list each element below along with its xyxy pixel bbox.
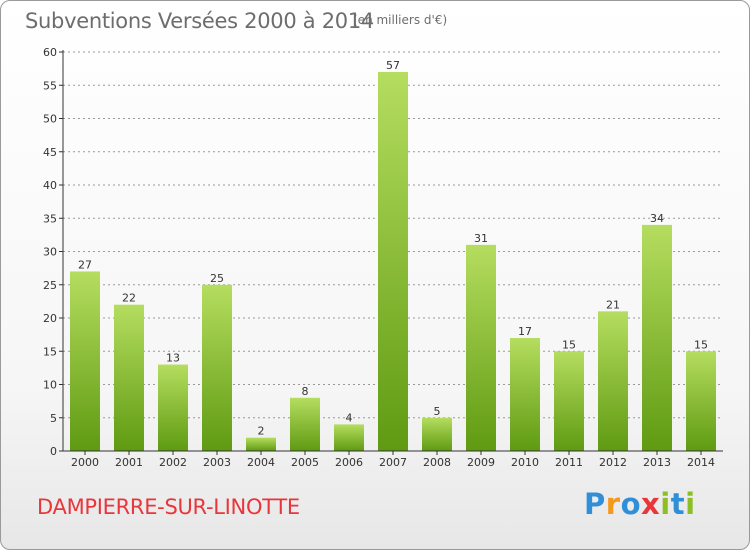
x-tick-label: 2012 — [599, 456, 627, 469]
y-tick-label: 20 — [43, 312, 57, 325]
y-tick-label: 35 — [43, 212, 57, 225]
x-tick-label: 2006 — [335, 456, 363, 469]
bar — [554, 351, 584, 451]
x-tick-label: 2011 — [555, 456, 583, 469]
bar — [158, 364, 188, 451]
x-tick-label: 2014 — [687, 456, 715, 469]
logo-letter: i — [660, 487, 671, 521]
bar — [114, 304, 144, 451]
bar — [202, 284, 232, 451]
y-tick-label: 10 — [43, 379, 57, 392]
chart-title: Subventions Versées 2000 à 2014 — [25, 9, 374, 33]
bar — [70, 271, 100, 451]
x-tick-label: 2004 — [247, 456, 275, 469]
bar-value-label: 15 — [562, 338, 576, 351]
axes — [59, 50, 723, 455]
labels: 0510152025303540455055602720002220011320… — [43, 46, 715, 469]
bar-value-label: 8 — [302, 385, 309, 398]
x-tick-label: 2010 — [511, 456, 539, 469]
x-tick-label: 2005 — [291, 456, 319, 469]
bar-value-label: 57 — [386, 59, 400, 72]
bar — [422, 417, 452, 451]
bar-value-label: 5 — [434, 405, 441, 418]
unit-label: (en milliers d'€) — [353, 13, 448, 27]
y-tick-label: 45 — [43, 146, 57, 159]
commune-name: DAMPIERRE-SUR-LINOTTE — [37, 495, 300, 519]
bar — [686, 351, 716, 451]
bar-value-label: 31 — [474, 232, 488, 245]
bar — [378, 71, 408, 451]
bar-value-label: 2 — [258, 425, 265, 438]
bar — [246, 437, 276, 451]
proxiti-logo: Proxiti — [584, 487, 696, 521]
bar-value-label: 22 — [122, 292, 136, 305]
logo-letter: i — [685, 487, 696, 521]
bars — [70, 71, 716, 451]
logo-letter: t — [670, 487, 686, 521]
logo-letter: x — [641, 487, 661, 521]
bar-value-label: 17 — [518, 325, 532, 338]
bar-value-label: 4 — [346, 411, 353, 424]
y-tick-label: 55 — [43, 79, 57, 92]
y-tick-label: 40 — [43, 179, 57, 192]
bar-value-label: 15 — [694, 338, 708, 351]
logo-letter: P — [584, 487, 606, 521]
y-tick-label: 25 — [43, 279, 57, 292]
bar — [598, 311, 628, 451]
x-tick-label: 2001 — [115, 456, 143, 469]
bar-value-label: 21 — [606, 298, 620, 311]
x-tick-label: 2003 — [203, 456, 231, 469]
x-tick-label: 2013 — [643, 456, 671, 469]
bar — [510, 337, 540, 451]
bar — [466, 244, 496, 451]
x-tick-label: 2008 — [423, 456, 451, 469]
x-tick-label: 2000 — [71, 456, 99, 469]
bar-value-label: 13 — [166, 352, 180, 365]
y-tick-label: 50 — [43, 113, 57, 126]
bar — [290, 397, 320, 451]
y-tick-label: 30 — [43, 246, 57, 259]
logo-letter: r — [605, 487, 621, 521]
bar-value-label: 25 — [210, 272, 224, 285]
x-tick-label: 2009 — [467, 456, 495, 469]
bar-value-label: 27 — [78, 258, 92, 271]
bar-value-label: 34 — [650, 212, 664, 225]
y-tick-label: 15 — [43, 345, 57, 358]
y-tick-label: 5 — [50, 412, 57, 425]
x-tick-label: 2007 — [379, 456, 407, 469]
y-tick-label: 0 — [50, 445, 57, 458]
bar — [642, 224, 672, 451]
bar — [334, 424, 364, 451]
logo-letter: o — [620, 487, 642, 521]
x-tick-label: 2002 — [159, 456, 187, 469]
y-tick-label: 60 — [43, 46, 57, 59]
